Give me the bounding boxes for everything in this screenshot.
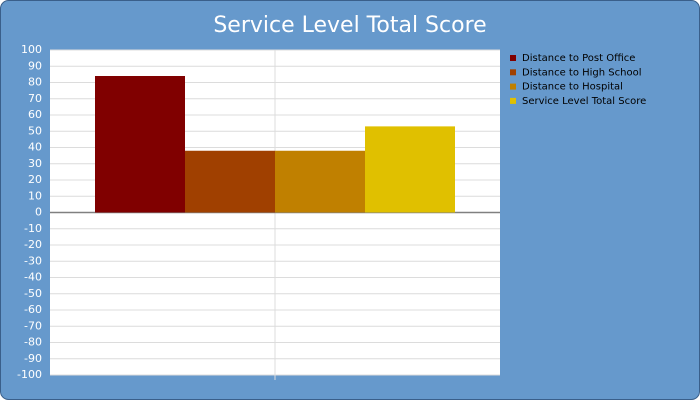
legend-swatch	[510, 97, 516, 104]
legend: Distance to Post Office Distance to High …	[510, 53, 646, 107]
y-tick-label: 20	[28, 173, 42, 186]
y-tick-label: 0	[35, 206, 42, 219]
legend-label: Service Level Total Score	[522, 96, 646, 107]
y-tick-label: -40	[24, 271, 42, 284]
bars	[95, 76, 455, 213]
y-tick-label: 30	[28, 157, 42, 170]
y-tick-label: 80	[28, 76, 42, 89]
y-tick-label: 60	[28, 108, 42, 121]
y-tick-label: -100	[17, 368, 42, 381]
legend-label: Distance to Post Office	[522, 53, 635, 64]
bar	[365, 126, 455, 213]
chart-title: Service Level Total Score	[213, 13, 486, 38]
y-tick-label: 70	[28, 92, 42, 105]
y-tick-label: -20	[24, 238, 42, 251]
y-tick-label: -30	[24, 254, 42, 267]
y-tick-label: -50	[24, 287, 42, 300]
y-tick-label: -60	[24, 303, 42, 316]
y-tick-label: -70	[24, 319, 42, 332]
legend-swatch	[510, 69, 516, 76]
y-tick-label: -80	[24, 336, 42, 349]
legend-swatch	[510, 55, 516, 61]
bar	[95, 76, 185, 213]
y-tick-label: -90	[24, 352, 42, 365]
bar	[185, 150, 275, 213]
y-tick-label: -10	[24, 222, 42, 235]
y-tick-label: 100	[21, 43, 42, 56]
legend-swatch	[510, 83, 516, 90]
y-tick-label: 50	[28, 124, 42, 137]
y-tick-label: 90	[28, 59, 42, 72]
legend-label: Distance to High School	[522, 67, 641, 78]
y-tick-label: 40	[28, 141, 42, 154]
legend-label: Distance to Hospital	[522, 82, 623, 93]
y-tick-label: 10	[28, 189, 42, 202]
bar	[275, 150, 365, 213]
